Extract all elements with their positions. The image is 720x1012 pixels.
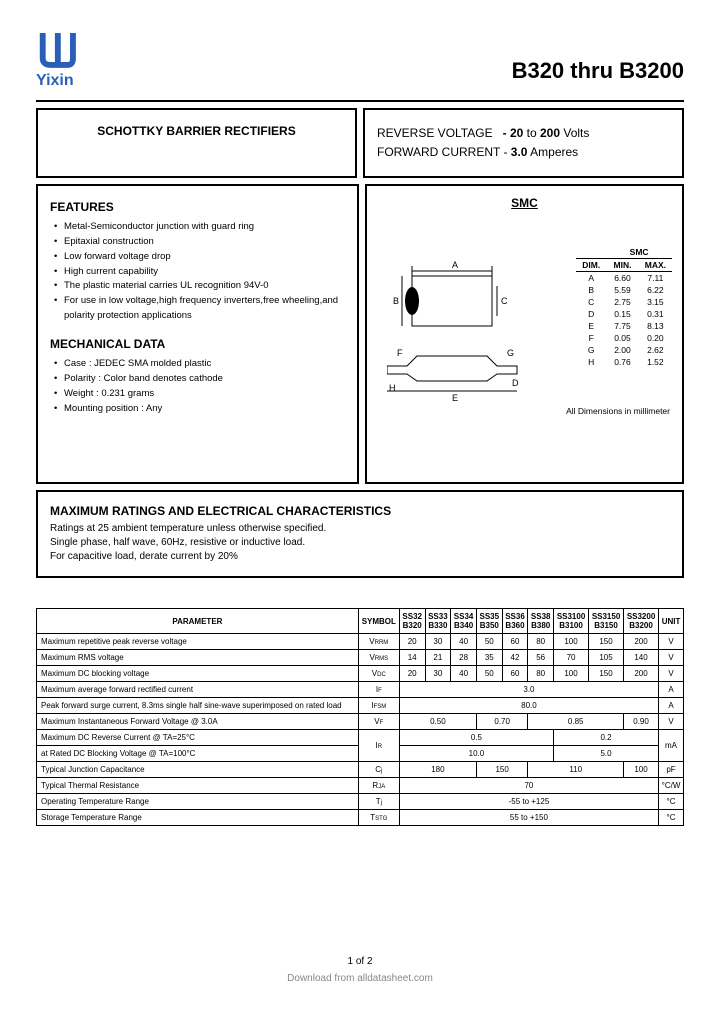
product-type-box: SCHOTTKY BARRIER RECTIFIERS [36,108,357,178]
svg-text:A: A [452,260,458,270]
dim-table: SMCDIM.MIN.MAX.A6.607.11B5.596.22C2.753.… [576,246,672,368]
package-box: SMC A B C G D H E F SMCDIM.MIN.MAX.A6.60… [365,184,684,484]
dim-note: All Dimensions in millimeter [566,406,670,416]
svg-text:G: G [507,348,514,358]
param-table: PARAMETERSYMBOLSS32B320SS33B330SS34B340S… [36,608,684,826]
page-number: 1 of 2 [0,956,720,967]
page: Yixin B320 thru B3200 SCHOTTKY BARRIER R… [0,0,720,1012]
list-item: Epitaxial construction [64,235,345,250]
svg-text:C: C [501,296,508,306]
page-title: B320 thru B3200 [512,58,684,84]
svg-text:D: D [512,378,519,388]
footer: 1 of 2 Download from alldatasheet.com [0,956,720,984]
list-item: Mounting position : Any [64,402,345,417]
features-box: FEATURES Metal-Semiconductor junction wi… [36,184,359,484]
svg-text:E: E [452,393,458,403]
max-ratings-box: MAXIMUM RATINGS AND ELECTRICAL CHARACTER… [36,490,684,578]
list-item: High current capability [64,265,345,280]
list-item: Low forward voltage drop [64,250,345,265]
package-diagram: A B C G D H E F [387,256,527,396]
max-heading: MAXIMUM RATINGS AND ELECTRICAL CHARACTER… [50,504,670,518]
smc-label: SMC [377,196,672,210]
list-item: Weight : 0.231 grams [64,387,345,402]
svg-text:B: B [393,296,399,306]
rule [36,100,684,102]
list-item: The plastic material carries UL recognit… [64,279,345,294]
list-item: Metal-Semiconductor junction with guard … [64,220,345,235]
mech-heading: MECHANICAL DATA [50,337,345,351]
svg-text:F: F [397,348,403,358]
features-heading: FEATURES [50,200,345,214]
brand-name: Yixin [36,72,74,90]
mech-list: Case : JEDEC SMA molded plasticPolarity … [50,357,345,416]
list-item: Case : JEDEC SMA molded plastic [64,357,345,372]
list-item: For use in low voltage,high frequency in… [64,294,345,323]
header: Yixin B320 thru B3200 [36,28,684,90]
download-text: Download from alldatasheet.com [0,973,720,984]
top-boxes: SCHOTTKY BARRIER RECTIFIERS REVERSE VOLT… [36,108,684,178]
features-list: Metal-Semiconductor junction with guard … [50,220,345,323]
logo [36,28,78,70]
spec-box: REVERSE VOLTAGE - 20 to 200 Volts FORWAR… [363,108,684,178]
mid-boxes: FEATURES Metal-Semiconductor junction wi… [36,184,684,484]
list-item: Polarity : Color band denotes cathode [64,372,345,387]
